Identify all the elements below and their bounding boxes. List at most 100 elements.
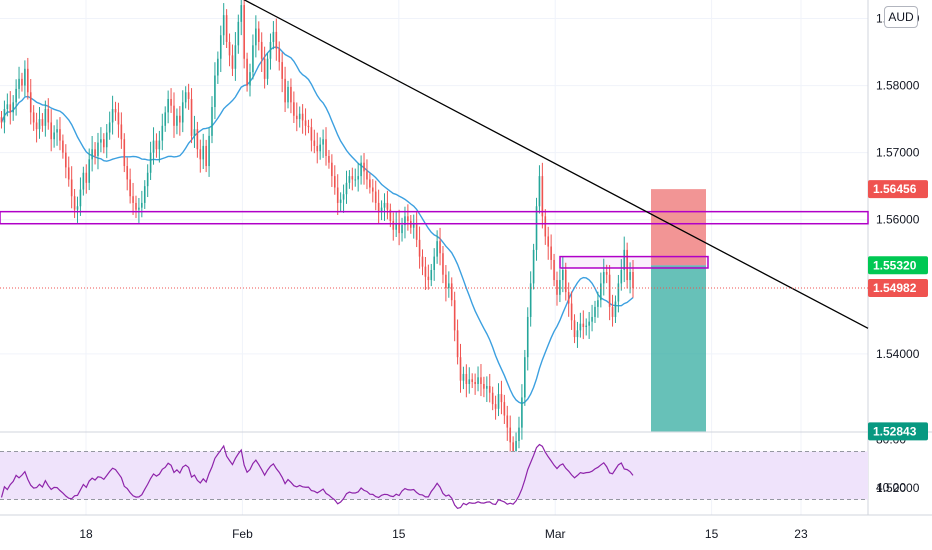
candle-body (550, 246, 552, 260)
candle-body (249, 72, 251, 86)
candle-body (73, 196, 76, 210)
candle-body (88, 159, 91, 183)
candle (38, 107, 41, 139)
candle-body (483, 384, 485, 389)
candle (322, 129, 324, 158)
candle-body (138, 207, 140, 210)
candle-body (515, 441, 517, 452)
candle-body (316, 145, 319, 152)
price-tag-label: 1.52843 (873, 424, 917, 438)
candle-body (404, 216, 406, 226)
candle (442, 245, 444, 284)
candle-body (459, 357, 462, 381)
candle (3, 100, 6, 134)
candle (360, 155, 362, 185)
price-tag-label: 1.55320 (873, 258, 917, 272)
candle-body (576, 330, 579, 338)
candle-body (15, 88, 17, 103)
candle (483, 376, 485, 398)
candle-body (237, 21, 240, 46)
time-tick-label: Mar (545, 527, 566, 541)
candle (579, 312, 582, 338)
candle (27, 57, 29, 100)
candle (179, 106, 181, 136)
candle (453, 291, 456, 342)
candle (369, 173, 371, 194)
candle-body (65, 152, 67, 168)
candle (333, 165, 336, 195)
candle (44, 100, 47, 137)
candle-body (617, 283, 620, 302)
candle-body (208, 135, 210, 167)
price-tag-bg (868, 256, 928, 275)
candle (158, 130, 161, 163)
time-axis: 18 Feb 15 Mar 15 23 (79, 527, 808, 541)
candle-body (293, 102, 295, 116)
candle (91, 136, 93, 172)
candle (430, 263, 433, 287)
candle-body (252, 45, 254, 73)
candle-body (24, 68, 26, 86)
candle-body (494, 404, 497, 409)
candle (465, 364, 468, 398)
candle (219, 25, 222, 73)
candle-body (380, 207, 383, 212)
candle (591, 304, 593, 332)
candle (184, 86, 187, 109)
candle (161, 113, 164, 151)
candle (363, 153, 365, 185)
candle-body (389, 209, 392, 222)
candle (211, 96, 213, 144)
candle (0, 111, 3, 129)
candle (331, 154, 333, 187)
candle (611, 294, 614, 327)
candle (141, 190, 143, 218)
candle (407, 204, 409, 231)
price-tag-bg (868, 180, 928, 199)
candle (164, 106, 167, 132)
candle-body (181, 102, 184, 123)
candle (287, 80, 289, 109)
candle-body (275, 31, 278, 49)
candle-body (553, 259, 555, 281)
candle (617, 274, 620, 313)
candle (281, 52, 283, 93)
candle (18, 66, 20, 99)
price-tag-label: 1.56456 (873, 182, 917, 196)
candle (12, 95, 14, 121)
candle (103, 133, 105, 154)
candle-body (319, 144, 321, 152)
candle (135, 195, 137, 219)
price-tag: 1.54982 (868, 278, 928, 297)
candle-body (480, 377, 482, 385)
candle-body (281, 62, 283, 79)
price-tag: 1.55320 (868, 256, 928, 275)
price-tag-bg (868, 278, 928, 297)
candle (284, 66, 286, 112)
candle (477, 366, 479, 392)
candle (85, 164, 88, 194)
candle-body (187, 92, 190, 99)
candle (214, 62, 216, 120)
candle-body (360, 162, 362, 177)
candle (553, 253, 555, 287)
candle (15, 79, 17, 116)
candle (152, 127, 155, 165)
candle-body (585, 325, 588, 328)
candle (295, 102, 298, 132)
candle-body (339, 199, 342, 203)
candle-body (395, 223, 397, 230)
candle-body (18, 78, 20, 89)
candle-body (369, 179, 371, 188)
candle-body (47, 109, 50, 123)
candle (79, 177, 82, 216)
candle (108, 111, 111, 140)
currency-badge[interactable]: AUD (884, 6, 918, 28)
candle (240, 0, 243, 36)
candle (471, 373, 474, 389)
candle-body (371, 187, 374, 192)
candle-body (567, 292, 570, 304)
candle-body (562, 270, 564, 281)
candle-body (401, 225, 403, 234)
